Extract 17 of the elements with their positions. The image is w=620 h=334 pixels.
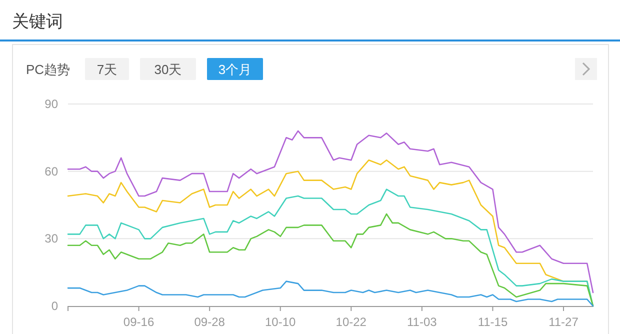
chart-title: 关键词	[12, 12, 63, 31]
x-tick-label: 10-22	[336, 315, 367, 329]
y-tick-label: 60	[44, 164, 58, 178]
text: 3个月	[218, 62, 252, 77]
text: 30天	[154, 62, 182, 77]
y-tick-label: 0	[51, 299, 58, 313]
x-tick-label: 11-03	[407, 315, 438, 329]
y-tick-label: 90	[44, 97, 58, 111]
x-tick-label: 11-27	[548, 315, 579, 329]
x-tick-label: 10-10	[265, 315, 296, 329]
x-tick-label: 09-28	[194, 315, 226, 329]
y-tick-label: 30	[44, 232, 58, 246]
x-tick-label: 09-16	[123, 315, 154, 329]
text: PC趋势	[26, 62, 70, 77]
line-series	[67, 130, 594, 294]
text: 7天	[96, 62, 118, 77]
x-tick-label: 11-15	[478, 315, 508, 329]
